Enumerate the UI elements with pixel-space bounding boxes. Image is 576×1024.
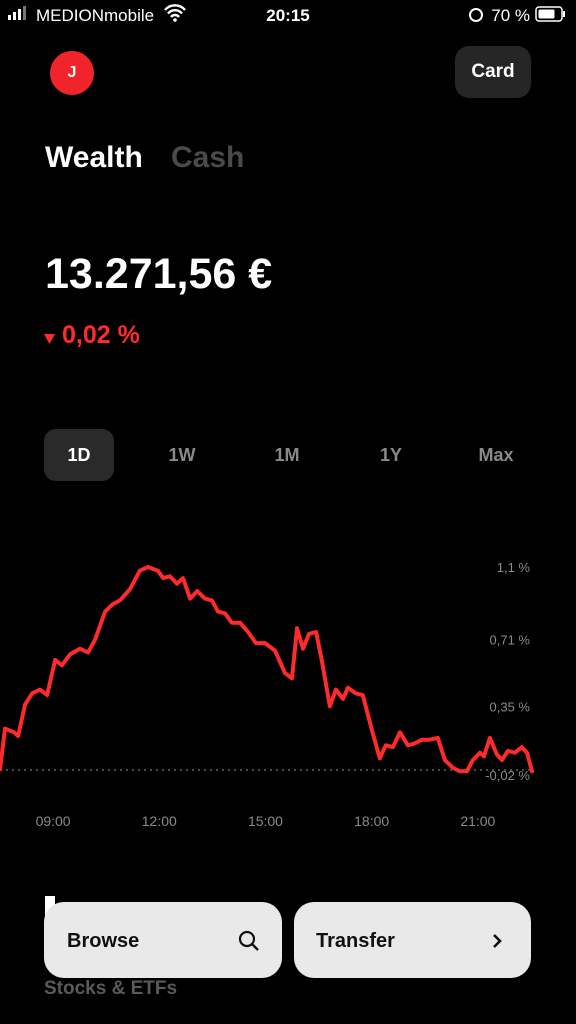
battery-level bbox=[538, 9, 555, 19]
battery-icon bbox=[535, 6, 563, 22]
tab-wealth[interactable]: Wealth bbox=[45, 141, 143, 174]
tab-cash[interactable]: Cash bbox=[171, 141, 245, 174]
transfer-button[interactable]: Transfer bbox=[294, 902, 531, 978]
button-label: Transfer bbox=[316, 930, 395, 952]
battery-percent: 70 % bbox=[491, 6, 530, 25]
status-bar: MEDIONmobile 20:15 70 % bbox=[8, 4, 565, 25]
x-tick-label: 21:00 bbox=[460, 813, 495, 829]
button-label: Browse bbox=[67, 930, 140, 952]
range-option[interactable]: 1Y bbox=[379, 445, 403, 465]
signal-bar bbox=[13, 12, 16, 20]
section-title: Stocks & ETFs bbox=[44, 978, 178, 999]
search-icon bbox=[238, 930, 259, 951]
range-option[interactable]: 1D bbox=[44, 429, 114, 481]
x-tick-label: 18:00 bbox=[354, 813, 389, 829]
down-arrow bbox=[44, 334, 55, 344]
range-selector: 1D 1W 1M 1Y Max bbox=[0, 429, 576, 481]
balance: 13.271,56 € bbox=[45, 250, 273, 298]
x-tick-label: 15:00 bbox=[248, 813, 283, 829]
range-option[interactable]: Max bbox=[478, 445, 514, 465]
browse-button[interactable]: Browse bbox=[44, 902, 282, 978]
signal-bar bbox=[23, 6, 26, 20]
x-tick-label: 12:00 bbox=[142, 813, 177, 829]
carrier: MEDIONmobile bbox=[36, 6, 154, 25]
change-percent: 0,02 % bbox=[62, 321, 140, 349]
wifi-icon bbox=[164, 4, 186, 18]
battery-tip bbox=[563, 11, 565, 17]
x-tick-label: 09:00 bbox=[36, 813, 71, 829]
chart: 1,1 % 0,71 % 0,35 % -0,02 % 09:00 12:00 15:00 1… bbox=[0, 560, 534, 829]
rotation-lock bbox=[469, 8, 483, 22]
chevron-icon bbox=[493, 934, 502, 948]
avatar[interactable]: J bbox=[50, 51, 94, 95]
y-tick-label: -0,02 % bbox=[485, 768, 530, 783]
clock: 20:15 bbox=[266, 6, 309, 25]
range-option[interactable]: 1M bbox=[274, 445, 300, 465]
y-tick-label: 0,71 % bbox=[490, 632, 531, 647]
y-tick-label: 1,1 % bbox=[497, 560, 531, 575]
wifi-icon bbox=[173, 18, 177, 22]
price-line bbox=[0, 565, 534, 774]
signal-bar bbox=[18, 9, 21, 20]
y-tick-label: 0,35 % bbox=[490, 699, 531, 714]
signal-bar bbox=[8, 15, 11, 20]
card-button[interactable]: Card bbox=[455, 46, 531, 98]
range-option[interactable]: 1W bbox=[168, 445, 196, 465]
